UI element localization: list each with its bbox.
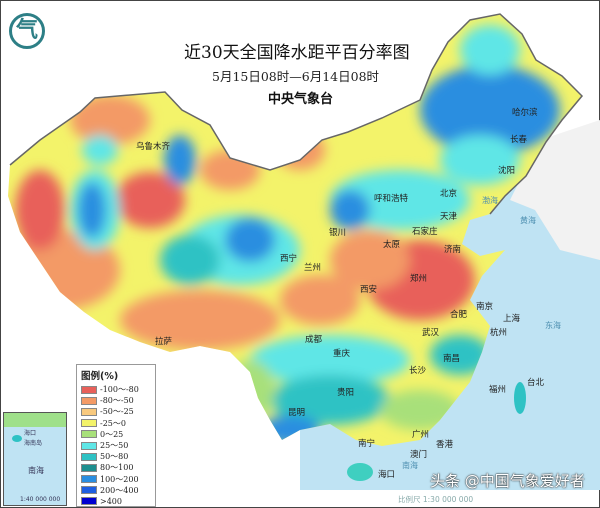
legend-item: -100～-80	[81, 384, 151, 395]
legend-title: 图例(%)	[81, 371, 119, 382]
inset-island-label: 海南岛	[24, 440, 43, 447]
taiwan-island	[514, 382, 526, 414]
legend: 图例(%) -100～-80 -80～-50 -50～-25 -25～0 0～25 25～…	[76, 364, 156, 507]
city-label: 昆明	[288, 408, 306, 418]
city-label: 海口	[378, 470, 396, 480]
city-label: 南宁	[358, 439, 376, 449]
legend-item: -25～0	[81, 418, 151, 429]
city-label: 福州	[489, 385, 507, 395]
city-label: 哈尔滨	[512, 108, 538, 118]
legend-item: -80～-50	[81, 395, 151, 406]
city-label: 台北	[527, 378, 545, 388]
city-label: 北京	[440, 189, 458, 199]
map-title: 近30天全国降水距平百分率图	[184, 43, 410, 63]
city-label: 郑州	[410, 274, 428, 284]
logo-glyph: 气	[15, 18, 38, 43]
map-subtitle: 5月15日08时—6月14日08时	[212, 69, 380, 84]
sea-label: 南海	[402, 461, 418, 470]
city-label: 拉萨	[155, 337, 173, 347]
legend-item: 80～100	[81, 462, 151, 473]
legend-swatch	[81, 441, 97, 450]
legend-item: -50～-25	[81, 406, 151, 417]
inset-sea-label: 南海	[28, 466, 44, 475]
city-label: 杭州	[490, 328, 508, 338]
legend-label: 100～200	[100, 474, 139, 484]
city-label: 澳门	[410, 450, 428, 460]
legend-label: 200～400	[100, 485, 139, 495]
legend-item: 100～200	[81, 474, 151, 485]
legend-label: 50～80	[100, 452, 129, 462]
city-label: 呼和浩特	[374, 194, 409, 204]
cma-logo: 气	[9, 13, 45, 49]
hainan-island	[347, 463, 373, 481]
sea-label: 渤海	[482, 196, 498, 205]
city-label: 长春	[510, 135, 528, 145]
city-label: 武汉	[422, 328, 440, 338]
city-label: 香港	[436, 440, 454, 450]
watermark: 头条 @中国气象爱好者	[430, 472, 585, 490]
legend-swatch	[81, 463, 97, 472]
legend-label: 25～50	[100, 441, 129, 451]
legend-swatch	[81, 430, 97, 439]
legend-swatch	[81, 396, 97, 405]
legend-item: 25～50	[81, 440, 151, 451]
city-label: 成都	[305, 335, 323, 345]
legend-label: 0～25	[100, 429, 124, 439]
sea-label: 东海	[545, 321, 561, 330]
inset-hainan	[12, 435, 22, 442]
legend-label: >400	[100, 496, 122, 506]
legend-label: -80～-50	[100, 396, 134, 406]
inset-haikou: 海口	[24, 430, 37, 437]
city-label: 广州	[412, 430, 430, 440]
city-label: 兰州	[304, 263, 322, 273]
city-label: 银川	[329, 228, 347, 238]
city-label: 沈阳	[498, 166, 516, 176]
city-label: 合肥	[450, 310, 468, 320]
city-label: 上海	[503, 314, 521, 324]
city-label: 南昌	[443, 354, 461, 364]
city-label: 西宁	[280, 254, 298, 264]
sea-label: 黄海	[520, 216, 536, 225]
city-label: 贵阳	[337, 388, 355, 398]
legend-item: 50～80	[81, 451, 151, 462]
legend-swatch	[81, 475, 97, 484]
organization: 中央气象台	[268, 92, 334, 107]
city-label: 重庆	[333, 349, 351, 359]
legend-swatch	[81, 452, 97, 461]
south-china-sea-inset: 海口 海南岛 南海 1:40 000 000	[3, 412, 67, 506]
inset-mainland	[4, 413, 66, 427]
legend-label: -100～-80	[100, 385, 139, 395]
city-label: 石家庄	[412, 227, 438, 237]
city-label: 乌鲁木齐	[136, 142, 171, 152]
scale-text: 比例尺 1:30 000 000	[398, 495, 474, 504]
national-border	[9, 13, 584, 215]
legend-label: -25～0	[100, 418, 126, 428]
city-label: 西安	[360, 285, 378, 295]
city-label: 长沙	[409, 366, 427, 376]
legend-label: -50～-25	[100, 407, 134, 417]
city-label: 太原	[383, 240, 401, 250]
city-label: 天津	[440, 212, 458, 222]
legend-swatch	[81, 419, 97, 428]
legend-item: 200～400	[81, 485, 151, 496]
inset-scale: 1:40 000 000	[20, 496, 61, 503]
legend-item: >400	[81, 496, 151, 507]
legend-swatch	[81, 407, 97, 416]
legend-item: 0～25	[81, 429, 151, 440]
legend-swatch	[81, 385, 97, 394]
legend-swatch	[81, 486, 97, 495]
city-label: 南京	[476, 302, 494, 312]
city-label: 济南	[444, 245, 462, 255]
legend-label: 80～100	[100, 463, 134, 473]
legend-swatch	[81, 497, 97, 506]
